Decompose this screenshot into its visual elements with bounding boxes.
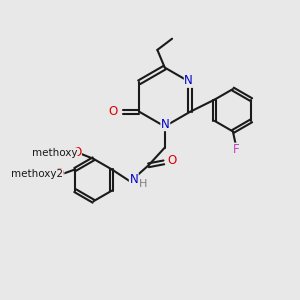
Text: O: O: [167, 154, 177, 167]
Text: O: O: [55, 167, 64, 180]
Text: methoxy: methoxy: [32, 148, 77, 158]
Text: N: N: [184, 74, 193, 87]
Text: methoxy2: methoxy2: [11, 169, 63, 179]
Text: O: O: [72, 146, 81, 159]
Text: N: N: [129, 173, 138, 186]
Text: N: N: [161, 118, 170, 130]
Text: F: F: [233, 143, 240, 156]
Text: O: O: [109, 105, 118, 118]
Text: H: H: [139, 179, 147, 189]
